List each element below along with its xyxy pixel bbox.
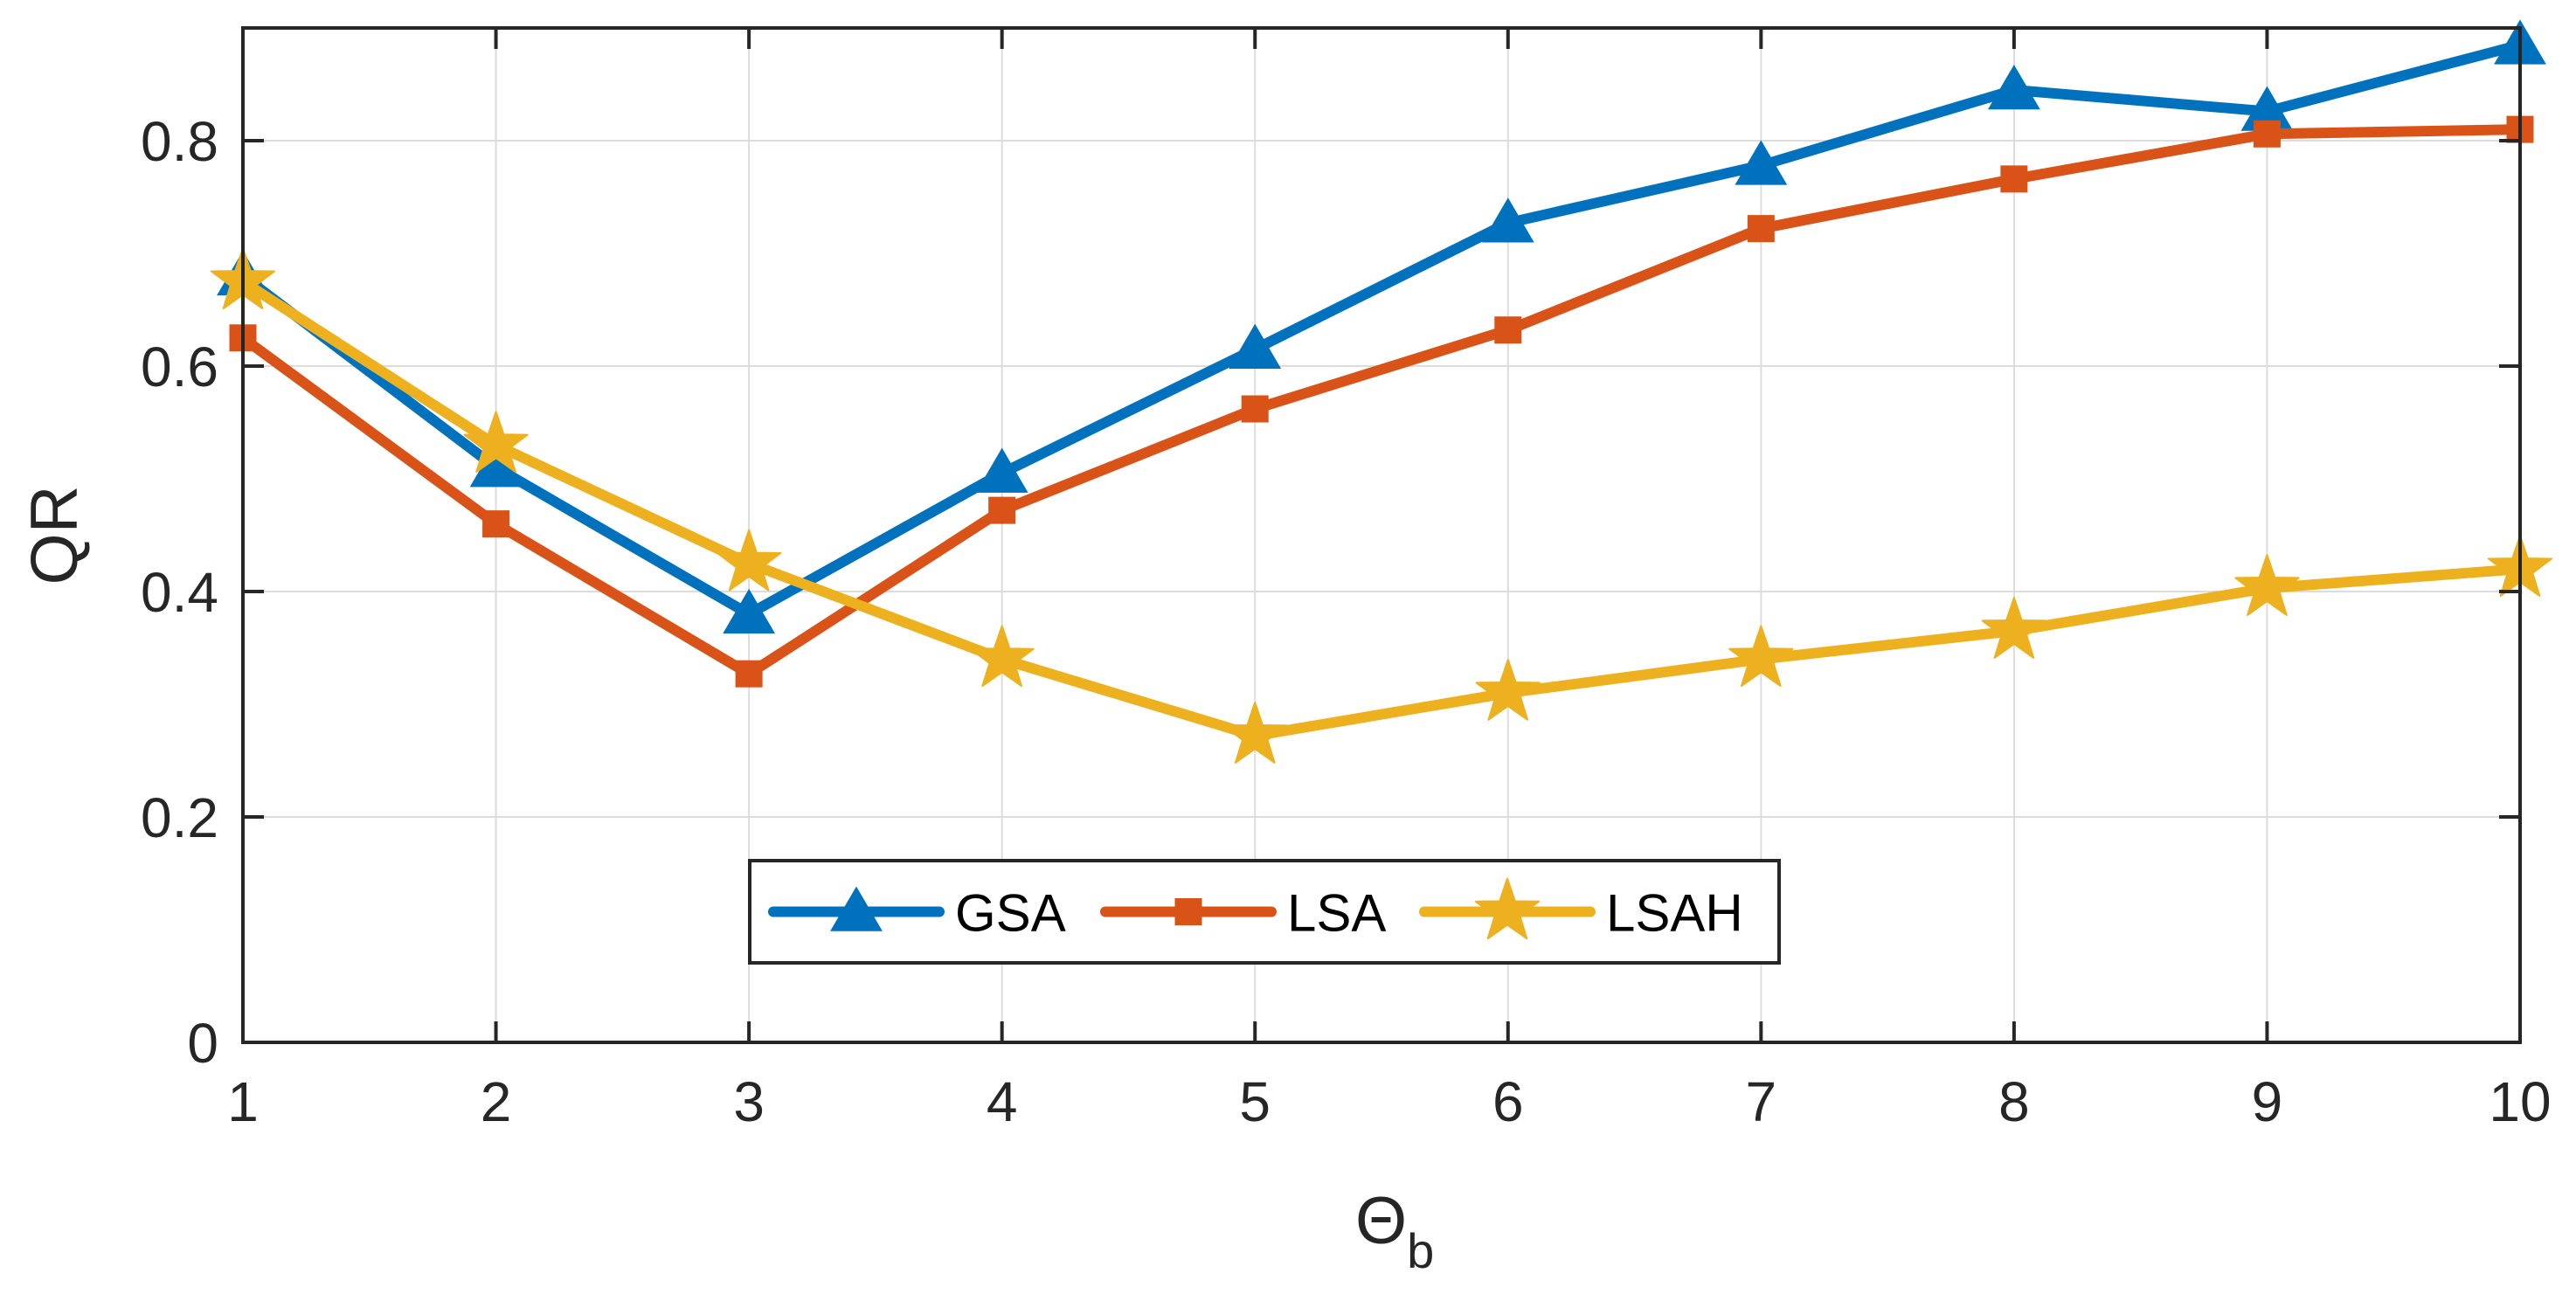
y-tick-label: 0.8 bbox=[141, 110, 218, 173]
legend-marker-lsa bbox=[1174, 898, 1202, 925]
legend-label-lsa: LSA bbox=[1287, 884, 1386, 943]
legend-label-gsa: GSA bbox=[955, 884, 1066, 943]
x-tick-label: 9 bbox=[2252, 1070, 2283, 1133]
data-point-lsah bbox=[1222, 702, 1288, 764]
legend-label-lsah: LSAH bbox=[1606, 884, 1743, 943]
data-point-gsa bbox=[1229, 323, 1282, 369]
series-line-gsa bbox=[238, 39, 2525, 619]
y-tick-label: 0.6 bbox=[141, 336, 218, 398]
data-point-lsah bbox=[1475, 659, 1541, 721]
axis-ticks: 1 2 3 4 5 6 7 8 9 10 0 0.2 0.4 0.6 0.8 bbox=[141, 28, 2552, 1133]
y-tick-label: 0.2 bbox=[141, 786, 218, 849]
y-tick-label: 0 bbox=[187, 1012, 218, 1075]
x-axis-label: Θb bbox=[1355, 1184, 1434, 1278]
data-point-gsa bbox=[723, 588, 776, 634]
x-tick-label: 4 bbox=[987, 1070, 1018, 1133]
series-gsa bbox=[217, 19, 2546, 634]
data-point-lsa bbox=[988, 496, 1016, 524]
data-point-lsa bbox=[735, 660, 763, 688]
data-point-lsah bbox=[2234, 554, 2300, 616]
series-group bbox=[210, 19, 2553, 764]
data-point-gsa bbox=[1735, 140, 1788, 185]
data-point-lsa bbox=[1747, 215, 1775, 243]
x-tick-label: 10 bbox=[2489, 1070, 2551, 1133]
x-tick-label: 5 bbox=[1239, 1070, 1271, 1133]
x-tick-label: 3 bbox=[733, 1070, 765, 1133]
series-line-lsah bbox=[238, 276, 2525, 742]
x-axis-label-subscript: b bbox=[1407, 1223, 1434, 1278]
data-point-lsah bbox=[1728, 625, 1794, 688]
series-line-lsa bbox=[238, 124, 2525, 680]
x-tick-label: 7 bbox=[1746, 1070, 1777, 1133]
data-point-lsa bbox=[1241, 395, 1269, 423]
data-point-gsa bbox=[1987, 64, 2040, 110]
data-point-lsa bbox=[1494, 316, 1522, 344]
x-tick-label: 8 bbox=[1998, 1070, 2030, 1133]
data-point-lsah bbox=[1981, 597, 2046, 659]
data-point-lsa bbox=[2000, 165, 2028, 193]
data-point-gsa bbox=[975, 447, 1028, 493]
x-tick-label: 2 bbox=[481, 1070, 512, 1133]
y-tick-label: 0.4 bbox=[141, 561, 218, 624]
legend: GSA LSA LSAH bbox=[748, 859, 1781, 965]
plot-frame bbox=[241, 26, 2522, 1044]
data-point-lsah bbox=[969, 625, 1035, 688]
data-point-lsah bbox=[463, 411, 529, 473]
data-point-lsa bbox=[482, 510, 510, 538]
legend-marker-gsa bbox=[830, 886, 883, 931]
y-axis-label: QR bbox=[17, 486, 92, 585]
data-point-lsah bbox=[717, 529, 782, 592]
x-tick-label: 6 bbox=[1492, 1070, 1524, 1133]
x-tick-label: 1 bbox=[227, 1070, 259, 1133]
data-point-gsa bbox=[1481, 197, 1534, 243]
x-axis-label-symbol: Θ bbox=[1355, 1184, 1407, 1258]
legend-marker-lsah bbox=[1474, 877, 1541, 940]
data-point-lsa bbox=[2253, 120, 2281, 148]
axis-labels: QR Θb bbox=[17, 486, 1434, 1279]
